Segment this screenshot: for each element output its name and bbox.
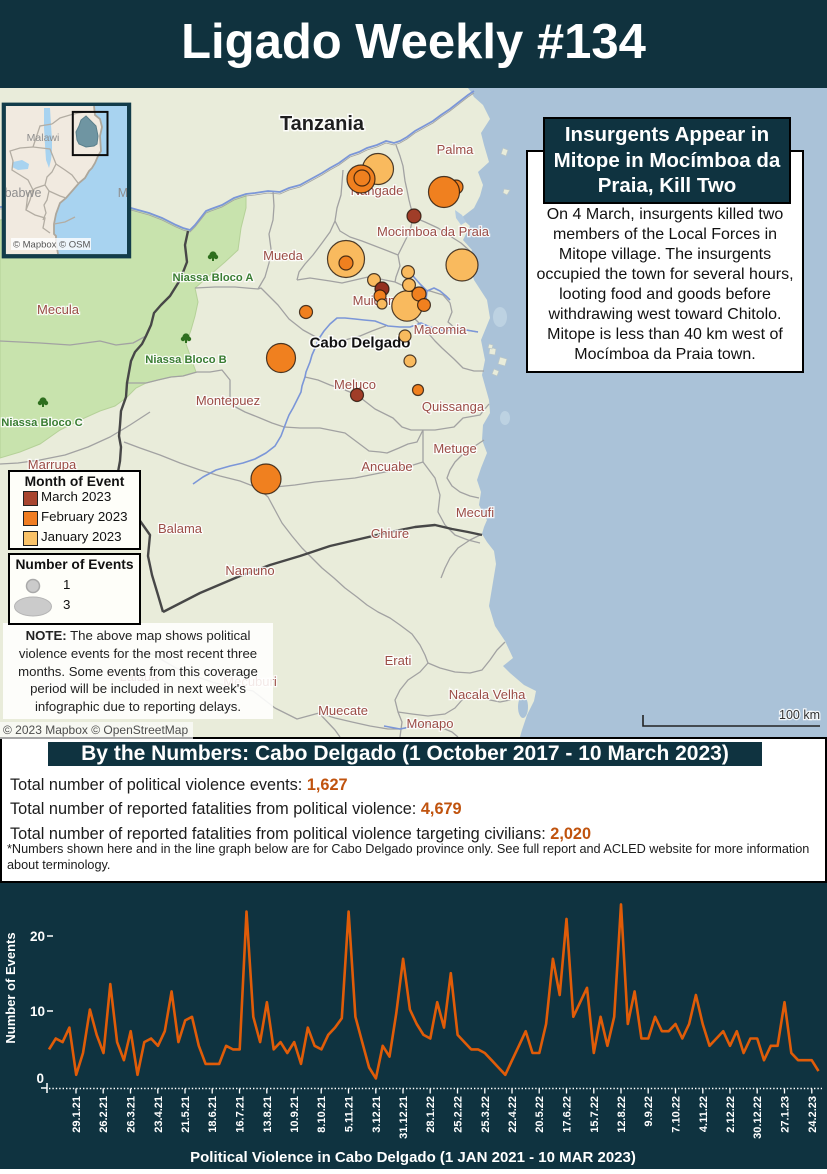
- svg-text:13.8.21: 13.8.21: [262, 1096, 274, 1133]
- svg-text:Political Violence in Cabo Del: Political Violence in Cabo Delgado (1 JA…: [190, 1149, 636, 1166]
- svg-text:30.12.22: 30.12.22: [752, 1096, 764, 1139]
- svg-text:Ancuabe: Ancuabe: [361, 459, 412, 474]
- svg-text:25.3.22: 25.3.22: [480, 1096, 492, 1133]
- svg-text:babwe: babwe: [5, 186, 42, 200]
- svg-text:12.8.22: 12.8.22: [616, 1096, 628, 1133]
- svg-text:4.11.22: 4.11.22: [698, 1096, 710, 1132]
- svg-text:16.7.21: 16.7.21: [235, 1096, 247, 1133]
- svg-text:9.9.22: 9.9.22: [643, 1096, 655, 1127]
- svg-text:Mecufi: Mecufi: [456, 505, 494, 520]
- svg-text:22.4.22: 22.4.22: [507, 1096, 519, 1133]
- svg-text:21.5.21: 21.5.21: [180, 1096, 192, 1133]
- svg-text:Metuge: Metuge: [433, 441, 476, 456]
- svg-text:17.6.22: 17.6.22: [562, 1096, 574, 1133]
- svg-text:100 km: 100 km: [779, 708, 820, 722]
- svg-text:25.2.22: 25.2.22: [453, 1096, 465, 1133]
- svg-text:23.4.21: 23.4.21: [153, 1096, 165, 1133]
- svg-text:Balama: Balama: [158, 521, 203, 536]
- svg-text:Niassa Bloco A: Niassa Bloco A: [172, 272, 253, 284]
- svg-text:M: M: [118, 186, 128, 200]
- svg-text:20: 20: [30, 929, 45, 944]
- svg-text:10.9.21: 10.9.21: [289, 1096, 301, 1133]
- svg-text:26.2.21: 26.2.21: [98, 1096, 110, 1133]
- svg-text:Mecula: Mecula: [37, 302, 80, 317]
- svg-text:29.1.21: 29.1.21: [71, 1096, 83, 1133]
- svg-text:Namuno: Namuno: [225, 563, 274, 578]
- svg-text:27.1.23: 27.1.23: [780, 1096, 792, 1133]
- svg-text:5.11.21: 5.11.21: [344, 1096, 356, 1132]
- svg-text:28.1.22: 28.1.22: [425, 1096, 437, 1133]
- svg-text:7.10.22: 7.10.22: [671, 1096, 683, 1133]
- svg-text:15.7.22: 15.7.22: [589, 1096, 601, 1133]
- svg-text:Monapo: Monapo: [407, 716, 454, 731]
- svg-text:Meluco: Meluco: [334, 377, 376, 392]
- svg-text:2.12.22: 2.12.22: [725, 1096, 737, 1133]
- svg-text:Tanzania: Tanzania: [280, 113, 365, 135]
- svg-text:Erati: Erati: [385, 653, 412, 668]
- svg-text:3.12.21: 3.12.21: [371, 1096, 383, 1133]
- svg-text:31.12.21: 31.12.21: [398, 1096, 410, 1139]
- svg-text:Nacala Velha: Nacala Velha: [449, 687, 526, 702]
- svg-text:Niassa Bloco C: Niassa Bloco C: [1, 417, 82, 429]
- svg-text:0: 0: [36, 1071, 44, 1086]
- svg-text:Niassa Bloco B: Niassa Bloco B: [145, 354, 226, 366]
- svg-text:24.2.23: 24.2.23: [807, 1096, 819, 1133]
- svg-text:Cabo Delgado: Cabo Delgado: [310, 335, 411, 352]
- svg-text:© Mapbox © OSM: © Mapbox © OSM: [13, 240, 90, 251]
- svg-text:8.10.21: 8.10.21: [316, 1096, 328, 1133]
- svg-text:Malawi: Malawi: [27, 132, 60, 144]
- svg-text:20.5.22: 20.5.22: [534, 1096, 546, 1133]
- svg-text:18.6.21: 18.6.21: [207, 1096, 219, 1133]
- svg-text:Mueda: Mueda: [263, 248, 304, 263]
- svg-text:Palma: Palma: [437, 142, 475, 157]
- svg-text:Marrupa: Marrupa: [28, 457, 77, 472]
- svg-text:Quissanga: Quissanga: [422, 399, 485, 414]
- svg-text:Macomia: Macomia: [414, 322, 468, 337]
- svg-text:Muecate: Muecate: [318, 703, 368, 718]
- svg-text:Mocimboa da Praia: Mocimboa da Praia: [377, 224, 490, 239]
- svg-text:Number of Events: Number of Events: [3, 932, 18, 1043]
- svg-text:Chiure: Chiure: [371, 526, 409, 541]
- svg-text:Montepuez: Montepuez: [196, 393, 260, 408]
- svg-text:26.3.21: 26.3.21: [126, 1096, 138, 1133]
- svg-text:10: 10: [30, 1004, 45, 1019]
